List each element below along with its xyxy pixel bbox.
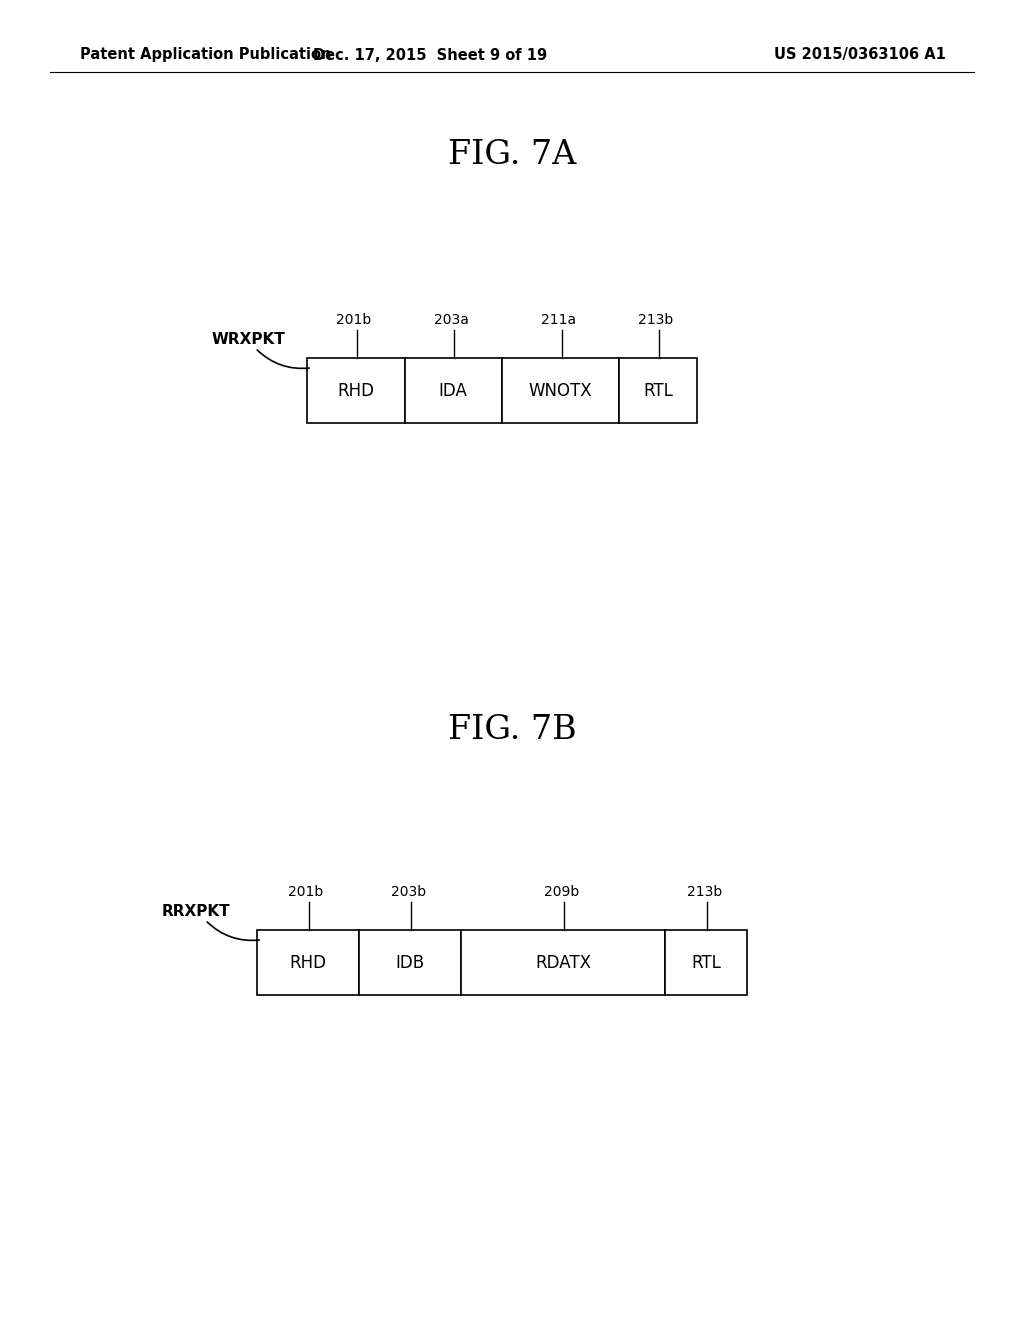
Bar [404, 358, 502, 422]
Text: 211a: 211a [541, 313, 577, 327]
Text: RHD: RHD [290, 953, 327, 972]
Text: RTL: RTL [691, 953, 721, 972]
Text: IDB: IDB [395, 953, 425, 972]
Bar [257, 931, 359, 995]
Text: 213b: 213b [686, 884, 722, 899]
Text: 213b: 213b [638, 313, 674, 327]
Text: RRXPKT: RRXPKT [162, 904, 230, 920]
Text: 203a: 203a [434, 313, 469, 327]
Text: RTL: RTL [643, 381, 673, 400]
Bar [307, 358, 404, 422]
Text: 203b: 203b [390, 884, 426, 899]
Text: Dec. 17, 2015  Sheet 9 of 19: Dec. 17, 2015 Sheet 9 of 19 [313, 48, 547, 62]
Text: WNOTX: WNOTX [528, 381, 592, 400]
Text: FIG. 7A: FIG. 7A [447, 139, 577, 172]
Text: US 2015/0363106 A1: US 2015/0363106 A1 [774, 48, 946, 62]
Bar [618, 358, 697, 422]
Text: 209b: 209b [544, 884, 579, 899]
Text: 201b: 201b [336, 313, 372, 327]
Text: RHD: RHD [337, 381, 374, 400]
Text: Patent Application Publication: Patent Application Publication [80, 48, 332, 62]
Bar [461, 931, 666, 995]
Text: WRXPKT: WRXPKT [212, 333, 286, 347]
Text: FIG. 7B: FIG. 7B [447, 714, 577, 746]
Bar [359, 931, 461, 995]
Text: 201b: 201b [289, 884, 324, 899]
Bar [502, 358, 618, 422]
Text: RDATX: RDATX [536, 953, 591, 972]
Bar [666, 931, 746, 995]
Text: IDA: IDA [439, 381, 468, 400]
